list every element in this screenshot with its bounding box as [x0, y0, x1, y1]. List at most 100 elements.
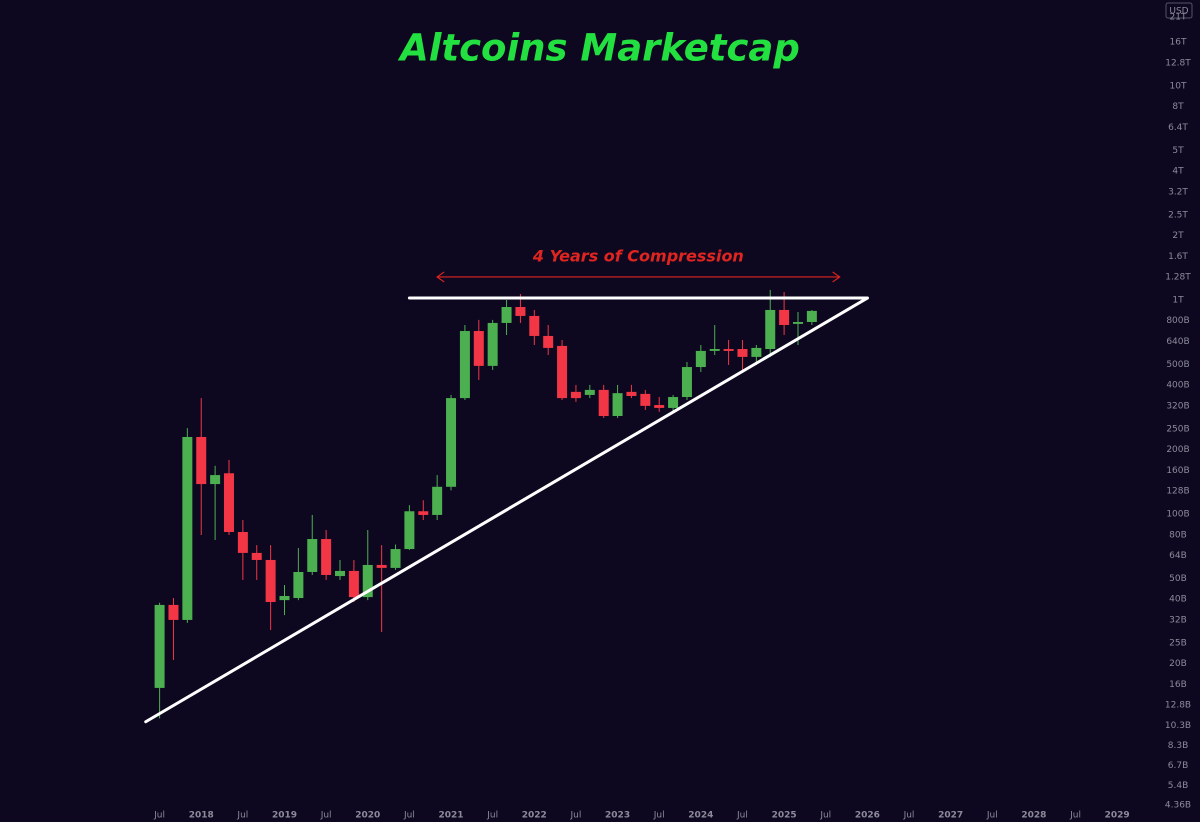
y-tick-label: 16T	[1170, 38, 1187, 48]
candle-body	[792, 321, 803, 324]
y-tick-label: 16B	[1169, 680, 1187, 690]
y-tick-label: 128B	[1166, 487, 1189, 497]
x-tick-label: 2024	[688, 811, 713, 821]
arrow-head	[436, 271, 445, 283]
y-tick-label: 320B	[1166, 401, 1189, 411]
y-tick-label: 640B	[1166, 337, 1189, 347]
x-tick-label: 2022	[522, 811, 547, 821]
y-tick-label: 25B	[1169, 638, 1187, 648]
candle-body	[223, 473, 234, 533]
candle-body	[251, 552, 262, 560]
y-tick-label: 800B	[1166, 316, 1189, 326]
y-tick-label: 200B	[1166, 445, 1189, 455]
candle-body	[681, 367, 692, 398]
candle-body	[515, 307, 526, 316]
y-tick-label: 8.3B	[1168, 741, 1189, 751]
candle-body	[362, 564, 373, 598]
candle-body	[321, 539, 332, 575]
y-tick-label: 5T	[1172, 146, 1184, 156]
x-tick-label: 2029	[1105, 811, 1130, 821]
trendline	[144, 296, 869, 724]
y-tick-label: 4.36B	[1165, 801, 1191, 811]
candle-body	[265, 559, 276, 603]
y-tick-label: 2.5T	[1168, 210, 1188, 220]
candle-body	[654, 405, 665, 408]
y-tick-label: 64B	[1169, 551, 1187, 561]
candle-body	[404, 511, 415, 550]
y-tick-label: 1T	[1172, 295, 1184, 305]
candle-body	[737, 349, 748, 357]
x-tick-label: 2028	[1021, 811, 1046, 821]
x-tick-label: 2020	[355, 811, 380, 821]
y-tick-label: 5.4B	[1168, 781, 1189, 791]
chart-title: Altcoins Marketcap	[397, 27, 800, 70]
currency-box	[1165, 2, 1193, 19]
x-tick-label: Jul	[819, 811, 831, 821]
x-tick-label: Jul	[736, 811, 748, 821]
candle-body	[390, 549, 401, 568]
y-tick-label: 8T	[1172, 102, 1184, 112]
candle-body	[570, 391, 581, 399]
y-tick-label: 1.6T	[1168, 252, 1188, 262]
candle-body	[168, 604, 179, 620]
candle-body	[612, 393, 623, 417]
candle-body	[279, 595, 290, 601]
x-tick-label: 2018	[189, 811, 214, 821]
y-tick-label: 12.8T	[1165, 58, 1191, 68]
candle-body	[432, 486, 443, 515]
y-tick-label: 10.3B	[1165, 721, 1191, 731]
y-tick-label: 250B	[1166, 424, 1189, 434]
x-tick-label: Jul	[653, 811, 665, 821]
candle-body	[237, 532, 248, 553]
candle-body	[154, 604, 165, 688]
y-tick-label: 6.4T	[1168, 123, 1188, 133]
candle-body	[695, 350, 706, 368]
candle-body	[529, 315, 540, 336]
candle-body	[779, 309, 790, 325]
candle-body	[640, 393, 651, 406]
y-tick-label: 32B	[1169, 615, 1187, 625]
candle-body	[293, 571, 304, 599]
x-tick-label: Jul	[403, 811, 415, 821]
candle-body	[210, 475, 221, 485]
candle-body	[348, 570, 359, 598]
y-tick-label: 20B	[1169, 659, 1187, 669]
candle-body	[543, 335, 554, 348]
y-tick-label: 160B	[1166, 466, 1189, 476]
x-tick-label: Jul	[486, 811, 498, 821]
candle-body	[806, 310, 817, 322]
x-tick-label: 2023	[605, 811, 630, 821]
candle-body	[765, 309, 776, 350]
candle-body	[487, 322, 498, 366]
x-tick-label: 2025	[772, 811, 797, 821]
candle-body	[418, 511, 429, 515]
y-tick-label: 10T	[1170, 81, 1187, 91]
candle-body	[307, 539, 318, 572]
x-tick-label: Jul	[320, 811, 332, 821]
x-tick-label: 2019	[272, 811, 297, 821]
candle-body	[459, 331, 470, 399]
y-tick-label: 80B	[1169, 530, 1187, 540]
candle-body	[626, 391, 637, 396]
candle-body	[598, 389, 609, 417]
candle-body	[751, 347, 762, 357]
currency-label[interactable]: USD	[1169, 7, 1188, 17]
x-tick-label: Jul	[570, 811, 582, 821]
y-tick-label: 3.2T	[1168, 187, 1188, 197]
candle-body	[196, 436, 207, 485]
y-tick-label: 21T	[1170, 12, 1187, 22]
candle-body	[182, 436, 193, 620]
candle-body	[709, 349, 720, 351]
y-tick-label: 2T	[1172, 231, 1184, 241]
candle-body	[723, 349, 734, 351]
annotation-label: 4 Years of Compression	[532, 246, 744, 265]
candle-body	[557, 345, 568, 399]
x-tick-label: Jul	[153, 811, 165, 821]
y-tick-label: 500B	[1166, 360, 1189, 370]
y-tick-label: 50B	[1169, 574, 1187, 584]
x-tick-label: Jul	[903, 811, 915, 821]
y-tick-label: 4T	[1172, 167, 1184, 177]
x-tick-label: Jul	[1069, 811, 1081, 821]
x-tick-label: Jul	[236, 811, 248, 821]
